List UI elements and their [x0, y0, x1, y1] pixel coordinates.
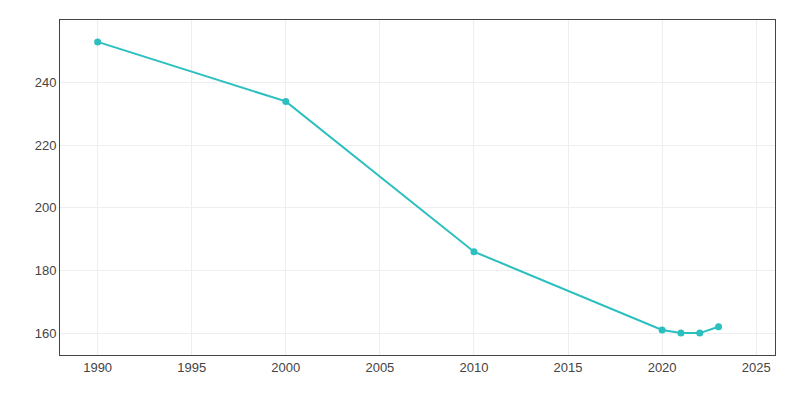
- svg-text:2015: 2015: [554, 360, 583, 375]
- svg-text:2000: 2000: [271, 360, 300, 375]
- svg-text:240: 240: [35, 75, 57, 90]
- svg-text:2010: 2010: [459, 360, 488, 375]
- svg-text:2005: 2005: [365, 360, 394, 375]
- svg-text:1990: 1990: [83, 360, 112, 375]
- svg-text:2025: 2025: [742, 360, 771, 375]
- svg-text:1995: 1995: [177, 360, 206, 375]
- svg-text:160: 160: [35, 326, 57, 341]
- svg-text:2020: 2020: [648, 360, 677, 375]
- svg-text:200: 200: [35, 200, 57, 215]
- svg-text:180: 180: [35, 263, 57, 278]
- svg-text:220: 220: [35, 138, 57, 153]
